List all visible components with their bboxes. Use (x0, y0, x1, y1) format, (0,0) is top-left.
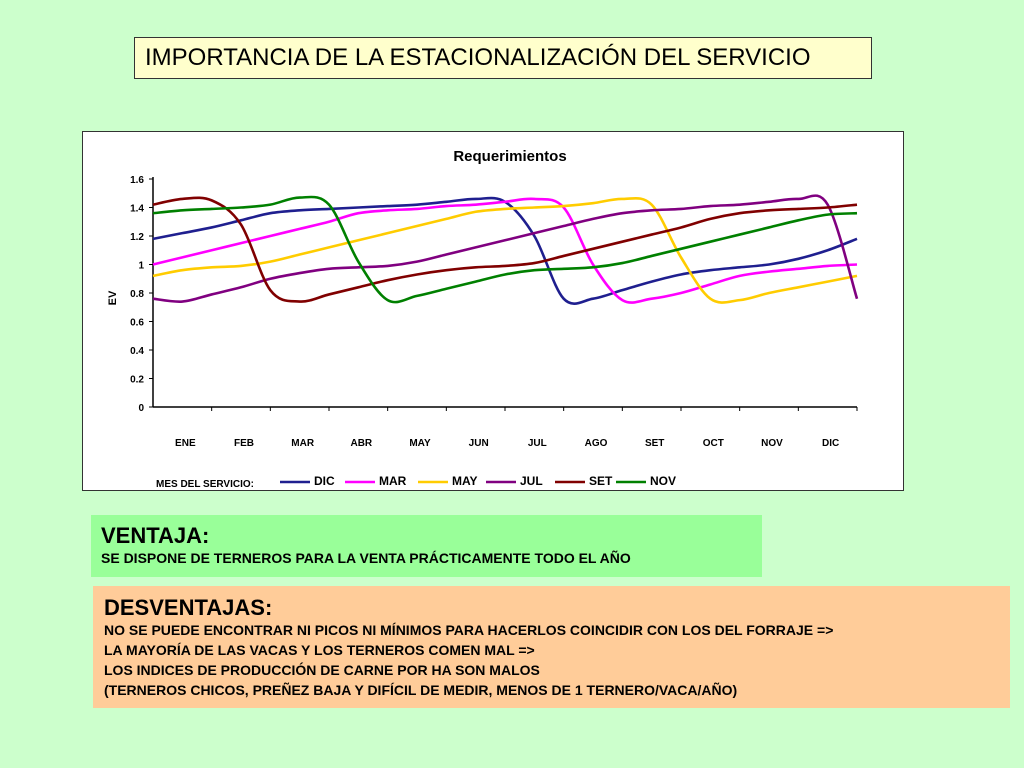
x-tick-label: JUL (528, 438, 547, 449)
series-line-nov (152, 195, 858, 304)
x-tick-label: FEB (234, 438, 254, 449)
series-line-set (152, 196, 858, 303)
series-line-may (152, 196, 858, 304)
chart-container: Requerimientos 0 0.2 0.4 0.6 0.8 1 1.2 1.4 1.6 EV E… (82, 131, 904, 491)
y-tick-label: 1.2 (130, 232, 144, 243)
x-tick-label: DIC (822, 438, 839, 449)
legend-label: NOV (650, 474, 676, 488)
y-tick-label: 0.8 (130, 289, 144, 300)
y-tick-label: 0 (138, 403, 144, 414)
legend-label: JUL (520, 474, 543, 488)
desventaja-line: LOS INDICES DE PRODUCCIÓN DE CARNE POR H… (104, 662, 540, 678)
y-tick-label: 1.6 (130, 175, 144, 186)
x-tick-label: OCT (703, 438, 724, 449)
x-tick-label: SET (645, 438, 664, 449)
ventaja-heading: VENTAJA: (101, 523, 210, 548)
y-tick-label: 0.6 (130, 318, 144, 329)
requerimientos-chart: Requerimientos 0 0.2 0.4 0.6 0.8 1 1.2 1.4 1.6 EV E… (107, 148, 859, 490)
y-tick-label: 0.4 (130, 346, 144, 357)
x-tick-label: JUN (469, 438, 489, 449)
chart-title: Requerimientos (453, 148, 566, 165)
legend-label: SET (589, 474, 613, 488)
desventaja-line: NO SE PUEDE ENCONTRAR NI PICOS NI MÍNIMO… (104, 622, 834, 638)
x-tick-label: MAR (291, 438, 315, 449)
legend-label: MAY (452, 474, 478, 488)
y-tick-label: 0.2 (130, 375, 144, 386)
x-tick-label: ENE (175, 438, 196, 449)
y-tick-label: 1 (138, 261, 144, 272)
ventaja-panel: VENTAJA: SE DISPONE DE TERNEROS PARA LA … (91, 515, 762, 577)
x-tick-label: MAY (409, 438, 431, 449)
y-axis-label: EV (107, 290, 119, 305)
legend-prefix: MES DEL SERVICIO: (156, 479, 254, 490)
x-tick-label: NOV (761, 438, 783, 449)
desventajas-heading: DESVENTAJAS: (104, 595, 273, 620)
x-tick-label: AGO (585, 438, 608, 449)
x-tick-label: ABR (350, 438, 372, 449)
series-line-jul (152, 194, 859, 303)
page-title: IMPORTANCIA DE LA ESTACIONALIZACIÓN DEL … (134, 37, 872, 79)
ventaja-text: SE DISPONE DE TERNEROS PARA LA VENTA PRÁ… (101, 550, 631, 566)
desventajas-panel: DESVENTAJAS: NO SE PUEDE ENCONTRAR NI PI… (93, 586, 1010, 708)
series-line-dic (152, 196, 858, 305)
desventaja-line: (TERNEROS CHICOS, PREÑEZ BAJA Y DIFÍCIL … (104, 682, 738, 698)
series-line-mar (152, 197, 858, 304)
legend-label: MAR (379, 474, 407, 488)
legend-label: DIC (314, 474, 335, 488)
y-tick-label: 1.4 (130, 204, 144, 215)
desventaja-line: LA MAYORÍA DE LAS VACAS Y LOS TERNEROS C… (104, 642, 535, 658)
